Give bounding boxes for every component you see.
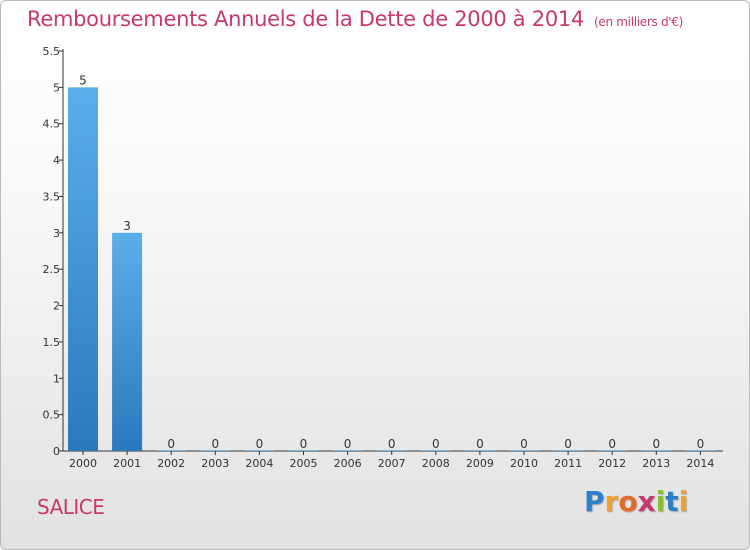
x-tick-label: 2010 <box>510 457 538 470</box>
bar <box>244 450 275 451</box>
x-tick-label: 2008 <box>422 457 450 470</box>
bar <box>685 450 716 451</box>
bar <box>597 450 628 451</box>
bar <box>641 450 672 451</box>
bar-value-label: 0 <box>211 437 219 451</box>
bar <box>464 450 495 451</box>
y-tick-label: 0 <box>53 445 60 458</box>
y-tick-label: 1 <box>53 372 60 385</box>
bar <box>68 87 98 451</box>
bar-value-label: 0 <box>564 437 572 451</box>
x-tick-label: 2014 <box>686 457 714 470</box>
logo-letter: i <box>655 485 666 518</box>
logo-letter: t <box>665 485 679 518</box>
bar-value-label: 5 <box>79 73 87 87</box>
bar <box>376 450 407 451</box>
y-tick-label: 3.5 <box>43 190 61 203</box>
y-tick-label: 4.5 <box>43 118 61 131</box>
x-tick-label: 2007 <box>378 457 406 470</box>
bar-value-label: 0 <box>608 437 616 451</box>
bar <box>553 450 584 451</box>
x-tick-label: 2012 <box>598 457 626 470</box>
x-tick-label: 2013 <box>642 457 670 470</box>
bar-value-label: 0 <box>476 437 484 451</box>
logo-letter: r <box>604 485 619 518</box>
bar <box>332 450 363 451</box>
x-tick-label: 2009 <box>466 457 494 470</box>
x-tick-label: 2006 <box>334 457 362 470</box>
x-tick-label: 2011 <box>554 457 582 470</box>
y-tick-label: 5 <box>53 81 60 94</box>
bar-value-label: 0 <box>300 437 308 451</box>
x-tick-label: 2000 <box>69 457 97 470</box>
bar-value-label: 0 <box>520 437 528 451</box>
y-tick-label: 1.5 <box>43 336 61 349</box>
bar-value-label: 0 <box>652 437 660 451</box>
bar <box>288 450 319 451</box>
bar-value-label: 3 <box>123 219 131 233</box>
y-tick-label: 3 <box>53 227 60 240</box>
y-axis: 0 0.5 1 1.5 2 2.5 3 3.5 4 4.5 5 5.5 <box>43 45 64 458</box>
bar <box>509 450 539 451</box>
bar <box>156 450 187 451</box>
chart-subtitle: (en milliers d'€) <box>594 15 684 29</box>
bar-series: 5 3 0 0 0 0 0 0 0 0 0 0 0 0 0 <box>68 73 716 451</box>
x-tick-label: 2003 <box>201 457 229 470</box>
y-tick-label: 2 <box>53 300 60 313</box>
bar <box>112 232 143 451</box>
commune-name: SALICE <box>37 495 105 519</box>
bar <box>420 450 451 451</box>
y-tick-label: 4 <box>53 154 60 167</box>
logo-letter: P <box>584 485 605 518</box>
logo-letter: x <box>637 485 656 518</box>
x-axis: 2000 2001 2002 2003 2004 2005 2006 2007 2008 2009… <box>63 450 723 470</box>
proxiti-logo: Proxiti <box>584 485 688 518</box>
y-tick-label: 5.5 <box>43 45 61 58</box>
logo-letter: o <box>618 485 638 518</box>
bar-value-label: 0 <box>256 437 264 451</box>
x-tick-label: 2005 <box>290 457 318 470</box>
y-tick-label: 0.5 <box>43 409 61 422</box>
bar-value-label: 0 <box>388 437 396 451</box>
bar-value-label: 0 <box>697 437 705 451</box>
chart-title: Remboursements Annuels de la Dette de 20… <box>27 7 683 31</box>
bar-value-label: 0 <box>167 437 175 451</box>
bar-value-label: 0 <box>432 437 440 451</box>
chart-title-text: Remboursements Annuels de la Dette de 20… <box>27 7 584 31</box>
x-tick-label: 2002 <box>157 457 185 470</box>
x-tick-label: 2001 <box>113 457 141 470</box>
x-tick-label: 2004 <box>245 457 273 470</box>
y-tick-label: 2.5 <box>43 263 61 276</box>
bar <box>200 450 231 451</box>
logo-letter: i <box>678 485 689 518</box>
bar-value-label: 0 <box>344 437 352 451</box>
